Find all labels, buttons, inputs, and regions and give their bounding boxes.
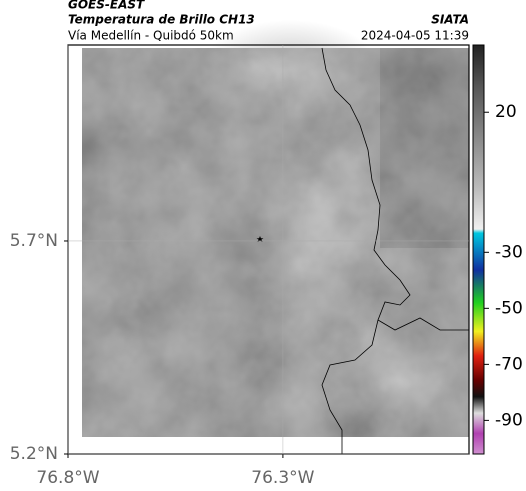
x-tick-label: 76.8°W <box>36 468 99 488</box>
colorbar-tick-label: 20 <box>495 102 517 122</box>
colorbar-tick-label: -90 <box>495 410 523 430</box>
location: Vía Medellín - Quibdó 50km <box>68 29 234 43</box>
colorbar <box>472 44 485 455</box>
colorbar-tick-label: -30 <box>495 242 523 262</box>
colorbar-tick-label: -50 <box>495 298 523 318</box>
title: GOES-EAST <box>68 0 145 12</box>
satellite-image <box>82 20 480 454</box>
y-tick-label: 5.7°N <box>10 231 58 251</box>
x-tick-label: 76.3°W <box>251 468 314 488</box>
subtitle: Temperatura de Brillo CH13 <box>68 13 255 27</box>
source: SIATA <box>431 13 469 27</box>
colorbar-tick-label: -70 <box>495 354 523 374</box>
y-tick-label: 5.2°N <box>10 444 58 464</box>
timestamp: 2024-04-05 11:39 <box>361 29 469 43</box>
